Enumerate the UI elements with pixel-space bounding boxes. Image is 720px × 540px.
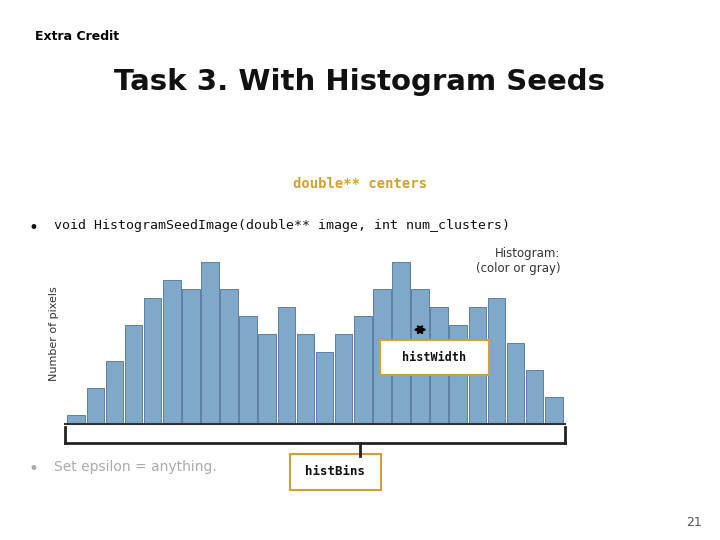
Text: •: •	[29, 219, 39, 237]
Bar	[68, 415, 85, 424]
Bar	[278, 307, 295, 424]
Text: void HistogramSeedImage(double** image, int num_clusters): void HistogramSeedImage(double** image, …	[54, 219, 510, 232]
Bar	[373, 289, 391, 424]
Bar	[125, 325, 143, 424]
Text: •: •	[29, 460, 39, 478]
Bar	[507, 343, 524, 424]
Bar	[335, 334, 352, 424]
Text: Initialize cluster centers.: Initialize cluster centers.	[275, 144, 445, 158]
Y-axis label: Number of pixels: Number of pixels	[49, 286, 59, 381]
Bar	[201, 262, 219, 424]
Bar	[411, 289, 429, 424]
Bar	[449, 325, 467, 424]
Text: Extra Credit: Extra Credit	[35, 30, 119, 43]
Text: double** centers: double** centers	[293, 177, 427, 191]
Bar	[545, 397, 562, 424]
Bar	[239, 316, 257, 424]
Bar	[354, 316, 372, 424]
Text: Task 3. With Histogram Seeds: Task 3. With Histogram Seeds	[114, 68, 606, 96]
Bar	[258, 334, 276, 424]
Text: histBins: histBins	[305, 465, 365, 478]
FancyBboxPatch shape	[380, 340, 489, 375]
FancyBboxPatch shape	[289, 454, 381, 490]
Text: Set epsilon = anything.: Set epsilon = anything.	[54, 460, 217, 474]
Text: histWidth: histWidth	[402, 351, 467, 364]
Bar	[487, 298, 505, 424]
Bar	[526, 370, 544, 424]
Text: 21: 21	[686, 516, 702, 529]
Bar	[144, 298, 161, 424]
Bar	[297, 334, 314, 424]
Bar	[163, 280, 181, 424]
Bar	[469, 307, 486, 424]
Bar	[431, 307, 448, 424]
Bar	[220, 289, 238, 424]
Bar	[392, 262, 410, 424]
Bar	[316, 352, 333, 424]
Text: Histogram:
(color or gray): Histogram: (color or gray)	[476, 247, 560, 275]
Text: 2.: 2.	[353, 113, 367, 129]
Bar	[106, 361, 123, 424]
Bar	[86, 388, 104, 424]
Bar	[182, 289, 199, 424]
